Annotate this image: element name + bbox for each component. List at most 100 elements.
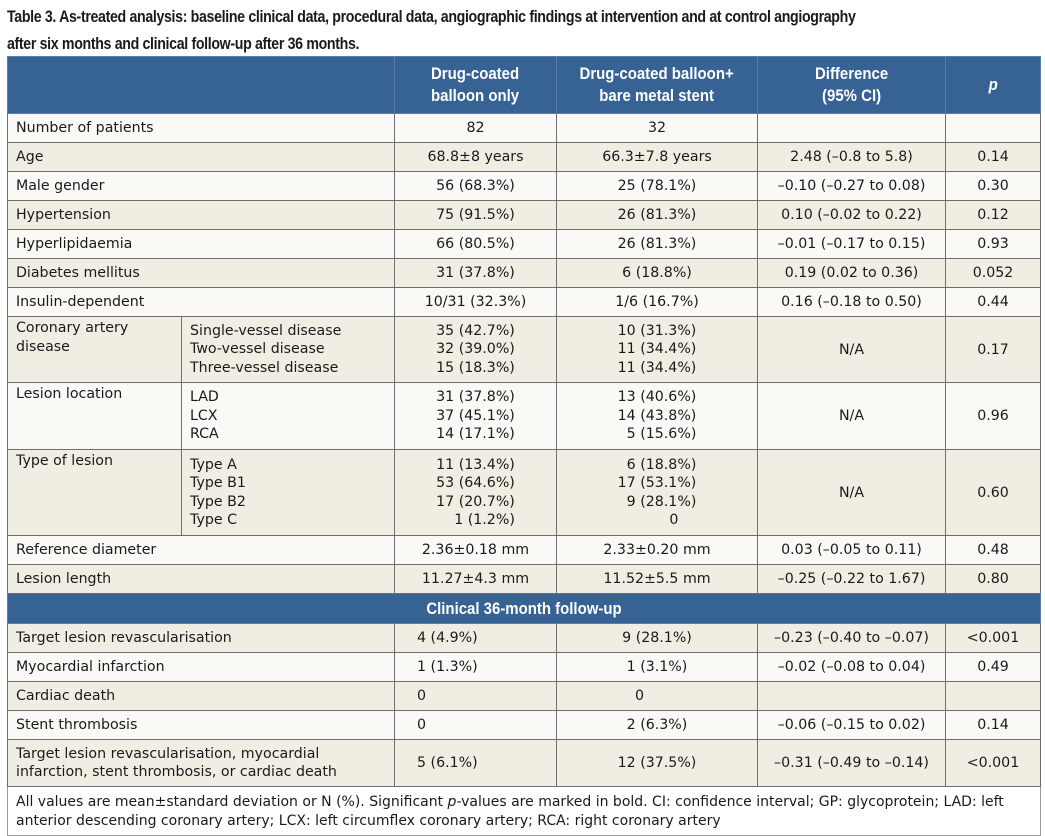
cell-dcb: 68.8±8 years bbox=[394, 142, 557, 172]
header-p: p bbox=[945, 56, 1041, 114]
header-dcb: Drug-coated balloon only bbox=[394, 56, 557, 114]
cell-p: 0.96 bbox=[945, 382, 1041, 450]
cell-dcb-bms: 9 (28.1%) bbox=[556, 623, 758, 653]
cell-dcb: 66 (80.5%) bbox=[394, 229, 557, 259]
cell-diff: 0.10 (–0.02 to 0.22) bbox=[757, 200, 946, 230]
table-row: Age 68.8±8 years 66.3±7.8 years 2.48 (–0… bbox=[7, 142, 1041, 172]
cell-diff: N/A bbox=[757, 316, 946, 383]
cell-p: 0.44 bbox=[945, 287, 1041, 317]
table-title-line2: after six months and clinical follow-up … bbox=[7, 35, 360, 53]
group-sublabels: Type A Type B1 Type B2 Type C bbox=[181, 449, 395, 536]
row-label: Hypertension bbox=[7, 200, 395, 230]
footnote: All values are mean±standard deviation o… bbox=[7, 786, 1041, 836]
table-row-group: Coronary artery disease Single-vessel dis… bbox=[7, 316, 1041, 383]
group-sublabels: Single-vessel disease Two-vessel disease T… bbox=[181, 316, 395, 383]
cell-dcb: 75 (91.5%) bbox=[394, 200, 557, 230]
row-label: Lesion length bbox=[7, 564, 395, 594]
cell-diff: –0.10 (–0.27 to 0.08) bbox=[757, 171, 946, 201]
cell-p: 0.80 bbox=[945, 564, 1041, 594]
cell-dcb-bms: 6 (18.8%) 17 (53.1%) 9 (28.1%) 0 bbox=[556, 449, 758, 536]
table-row: Myocardial infarction 1 (1.3%) 1 (3.1%) … bbox=[7, 652, 1041, 682]
table-row: Number of patients 82 32 bbox=[7, 113, 1041, 143]
cell-dcb-bms: 13 (40.6%) 14 (43.8%) 5 (15.6%) bbox=[556, 382, 758, 450]
row-label: Insulin-dependent bbox=[7, 287, 395, 317]
cell-p: 0.12 bbox=[945, 200, 1041, 230]
table-row-group: Lesion location LAD LCX RCA 31 (37.8%) 37 (… bbox=[7, 382, 1041, 450]
cell-diff bbox=[757, 681, 946, 711]
group-sublabels: LAD LCX RCA bbox=[181, 382, 395, 450]
cell-dcb-bms: 26 (81.3%) bbox=[556, 229, 758, 259]
cell-diff: –0.25 (–0.22 to 1.67) bbox=[757, 564, 946, 594]
cell-dcb-bms: 2.33±0.20 mm bbox=[556, 535, 758, 565]
cell-dcb-bms: 6 (18.8%) bbox=[556, 258, 758, 288]
row-label: Hyperlipidaemia bbox=[7, 229, 395, 259]
table-title: Table 3. As-treated analysis: baseline c… bbox=[7, 4, 1039, 58]
header-difference: Difference (95% CI) bbox=[757, 56, 946, 114]
table-row: Target lesion revascularisation, myocard… bbox=[7, 739, 1041, 787]
row-label: Target lesion revascularisation bbox=[7, 623, 395, 653]
table-row: Reference diameter 2.36±0.18 mm 2.33±0.2… bbox=[7, 535, 1041, 565]
cell-dcb-bms: 25 (78.1%) bbox=[556, 171, 758, 201]
cell-dcb: 5 (6.1%) bbox=[394, 739, 557, 787]
cell-p: 0.30 bbox=[945, 171, 1041, 201]
cell-dcb: 82 bbox=[394, 113, 557, 143]
cell-dcb-bms: 12 (37.5%) bbox=[556, 739, 758, 787]
cell-dcb: 10/31 (32.3%) bbox=[394, 287, 557, 317]
cell-p: 0.17 bbox=[945, 316, 1041, 383]
cell-diff: 2.48 (–0.8 to 5.8) bbox=[757, 142, 946, 172]
cell-dcb: 0 bbox=[394, 681, 557, 711]
group-label: Lesion location bbox=[7, 382, 182, 450]
section-header-row: Clinical 36-month follow-up bbox=[7, 593, 1041, 624]
row-label: Age bbox=[7, 142, 395, 172]
table-row: Male gender 56 (68.3%) 25 (78.1%) –0.10 … bbox=[7, 171, 1041, 201]
cell-diff: 0.19 (0.02 to 0.36) bbox=[757, 258, 946, 288]
cell-p: 0.49 bbox=[945, 652, 1041, 682]
row-label: Target lesion revascularisation, myocard… bbox=[7, 739, 395, 787]
cell-dcb-bms: 10 (31.3%) 11 (34.4%) 11 (34.4%) bbox=[556, 316, 758, 383]
table-row-group: Type of lesion Type A Type B1 Type B2 Type … bbox=[7, 449, 1041, 536]
cell-dcb: 2.36±0.18 mm bbox=[394, 535, 557, 565]
cell-dcb: 56 (68.3%) bbox=[394, 171, 557, 201]
cell-diff: –0.01 (–0.17 to 0.15) bbox=[757, 229, 946, 259]
header-label-cell bbox=[7, 56, 395, 114]
cell-dcb-bms: 2 (6.3%) bbox=[556, 710, 758, 740]
table-title-line1: Table 3. As-treated analysis: baseline c… bbox=[7, 8, 856, 26]
cell-diff: –0.02 (–0.08 to 0.04) bbox=[757, 652, 946, 682]
cell-dcb-bms: 0 bbox=[556, 681, 758, 711]
cell-dcb: 0 bbox=[394, 710, 557, 740]
cell-dcb: 11 (13.4%) 53 (64.6%) 17 (20.7%) 1 (1.2%) bbox=[394, 449, 557, 536]
table-row: Insulin-dependent 10/31 (32.3%) 1/6 (16.… bbox=[7, 287, 1041, 317]
row-label: Diabetes mellitus bbox=[7, 258, 395, 288]
cell-p: 0.93 bbox=[945, 229, 1041, 259]
table-row: Stent thrombosis 0 2 (6.3%) –0.06 (–0.15… bbox=[7, 710, 1041, 740]
cell-diff: –0.31 (–0.49 to –0.14) bbox=[757, 739, 946, 787]
cell-dcb: 31 (37.8%) 37 (45.1%) 14 (17.1%) bbox=[394, 382, 557, 450]
table-row: Hypertension 75 (91.5%) 26 (81.3%) 0.10 … bbox=[7, 200, 1041, 230]
cell-diff: N/A bbox=[757, 382, 946, 450]
row-label: Male gender bbox=[7, 171, 395, 201]
row-label: Number of patients bbox=[7, 113, 395, 143]
cell-dcb-bms: 26 (81.3%) bbox=[556, 200, 758, 230]
cell-p: 0.052 bbox=[945, 258, 1041, 288]
row-label: Reference diameter bbox=[7, 535, 395, 565]
group-label: Type of lesion bbox=[7, 449, 182, 536]
cell-p: <0.001 bbox=[945, 623, 1041, 653]
table-header-row: Drug-coated balloon only Drug-coated ball… bbox=[7, 56, 1041, 114]
cell-p: 0.48 bbox=[945, 535, 1041, 565]
cell-dcb-bms: 32 bbox=[556, 113, 758, 143]
table-row: Cardiac death 0 0 bbox=[7, 681, 1041, 711]
cell-p: 0.60 bbox=[945, 449, 1041, 536]
row-label: Stent thrombosis bbox=[7, 710, 395, 740]
cell-diff: –0.06 (–0.15 to 0.02) bbox=[757, 710, 946, 740]
cell-dcb-bms: 1/6 (16.7%) bbox=[556, 287, 758, 317]
cell-dcb-bms: 66.3±7.8 years bbox=[556, 142, 758, 172]
table-row: Target lesion revascularisation 4 (4.9%)… bbox=[7, 623, 1041, 653]
cell-diff: N/A bbox=[757, 449, 946, 536]
footnote-row: All values are mean±standard deviation o… bbox=[7, 786, 1041, 836]
cell-dcb-bms: 11.52±5.5 mm bbox=[556, 564, 758, 594]
cell-dcb: 1 (1.3%) bbox=[394, 652, 557, 682]
cell-p: 0.14 bbox=[945, 710, 1041, 740]
cell-dcb: 31 (37.8%) bbox=[394, 258, 557, 288]
cell-dcb: 11.27±4.3 mm bbox=[394, 564, 557, 594]
cell-diff: 0.16 (–0.18 to 0.50) bbox=[757, 287, 946, 317]
